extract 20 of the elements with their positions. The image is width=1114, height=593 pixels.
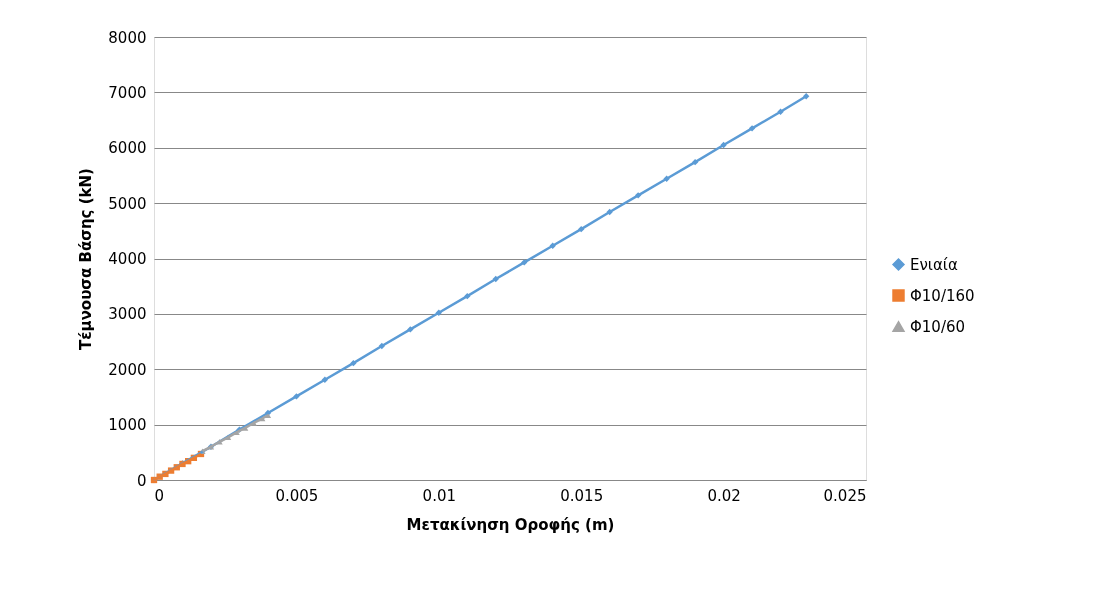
- y-tick-label: 6000: [108, 139, 147, 158]
- x-tick-label: 0.015: [560, 486, 604, 505]
- legend-label: Φ10/160: [910, 286, 975, 305]
- y-tick-label: 7000: [108, 83, 147, 102]
- x-tick-label: 0.025: [823, 486, 867, 505]
- y-tick-label: 4000: [108, 250, 147, 268]
- x-tick-label: 0: [154, 486, 165, 505]
- y-tick-label: 5000: [108, 194, 147, 213]
- legend-label: Ενιαία: [910, 255, 958, 274]
- x-tick-label: 0.005: [275, 486, 319, 505]
- y-tick-label: 0: [136, 471, 147, 490]
- x-axis-title: Μετακίνηση Οροφής (m): [406, 515, 615, 534]
- y-tick-label: 2000: [108, 360, 147, 379]
- y-axis-title: Τέμνουσα Βάσης (kN): [77, 168, 96, 350]
- x-tick-label: 0.02: [707, 486, 741, 505]
- legend-label: Φ10/60: [910, 317, 966, 336]
- y-tick-label: 1000: [108, 416, 147, 435]
- y-tick-label: 3000: [108, 305, 147, 324]
- x-tick-label: 0.01: [422, 486, 456, 505]
- y-tick-label: 8000: [108, 28, 147, 47]
